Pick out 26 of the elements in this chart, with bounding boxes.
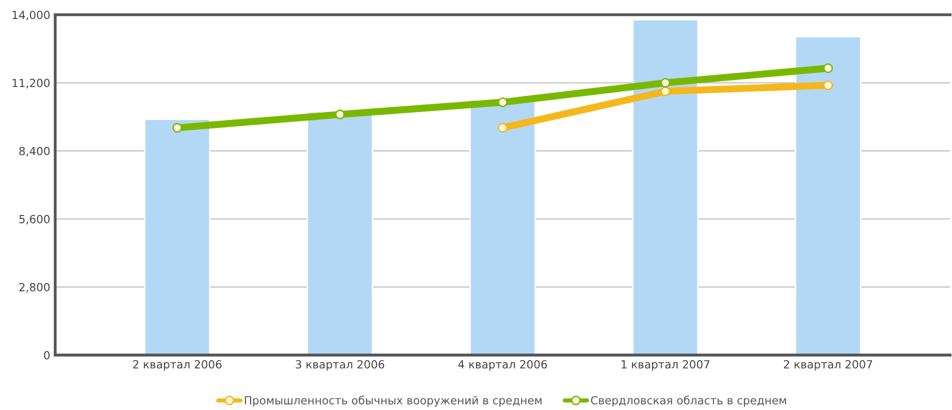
x-tick-label: 2 квартал 2006 (133, 360, 222, 371)
point (172, 122, 182, 133)
bar (632, 18, 699, 356)
point (823, 80, 833, 90)
bar (794, 36, 862, 356)
x-tick-label: 2 квартал 2007 (784, 360, 872, 371)
x-tick-label: 4 квартал 2006 (458, 360, 547, 371)
y-tick-label: 14,000 (12, 10, 50, 20)
point (498, 97, 508, 108)
x-tick-label: 3 квартал 2006 (296, 360, 384, 371)
y-tick-label: 11,200 (12, 78, 50, 88)
legend-label: Промышленность обычных вооружений в среднем (244, 396, 542, 407)
point (660, 78, 670, 88)
y-tick-label: 8,400 (19, 146, 50, 156)
y-tick-label: 0 (44, 351, 50, 360)
point (335, 110, 345, 120)
y-tick-label: 5,600 (19, 214, 50, 224)
bar (469, 99, 536, 356)
point (660, 86, 670, 96)
bar (144, 118, 210, 356)
bar (306, 111, 374, 356)
point (498, 122, 508, 133)
x-tick-label: 1 квартал 2007 (622, 360, 710, 371)
y-tick-label: 2,800 (19, 282, 50, 293)
point (823, 63, 833, 74)
legend-label: Свердловская область в среднем (590, 396, 786, 407)
